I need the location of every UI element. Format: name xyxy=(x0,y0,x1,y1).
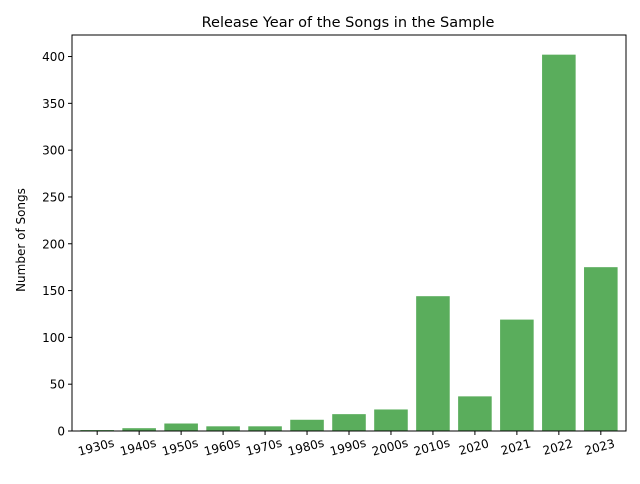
x-tick-label: 1970s xyxy=(244,436,283,459)
bar-2022 xyxy=(542,54,576,431)
bar-1980s xyxy=(290,419,324,431)
x-tick-label: 1990s xyxy=(328,436,367,459)
bar-2021 xyxy=(500,319,534,431)
x-axis-ticks: 1930s 1940s 1950s 1960s 1970s 1980s 1990s 2000s… xyxy=(77,431,616,459)
x-tick-label: 2023 xyxy=(583,436,616,457)
y-tick-label: 400 xyxy=(42,50,65,64)
y-tick-label: 0 xyxy=(57,425,65,439)
bars-layer xyxy=(80,54,618,431)
x-tick-label: 1930s xyxy=(77,436,116,459)
bar-1960s xyxy=(206,426,240,431)
x-tick-label: 1960s xyxy=(202,436,241,459)
y-tick-label: 300 xyxy=(42,144,65,158)
plot-area-frame xyxy=(71,34,627,432)
bar-1970s xyxy=(248,426,282,431)
x-tick-label: 2010s xyxy=(412,436,451,459)
y-tick-label: 200 xyxy=(42,237,65,251)
bar-2000s xyxy=(374,409,408,431)
y-tick-label: 350 xyxy=(42,97,65,111)
y-tick-label: 150 xyxy=(42,284,65,298)
bar-1950s xyxy=(164,423,198,431)
bar-1940s xyxy=(122,428,156,431)
bar-1990s xyxy=(332,414,366,431)
y-axis-label: Number of Songs xyxy=(14,188,28,292)
x-tick-label: 2000s xyxy=(370,436,409,459)
x-tick-label: 2022 xyxy=(541,436,574,457)
x-tick-label: 1940s xyxy=(119,436,158,459)
x-tick-label: 1950s xyxy=(161,436,200,459)
y-tick-label: 100 xyxy=(42,331,65,345)
x-tick-label: 2020 xyxy=(457,436,490,457)
bar-2023 xyxy=(584,267,618,431)
x-tick-label: 1980s xyxy=(286,436,325,459)
x-tick-label: 2021 xyxy=(499,436,532,457)
y-axis-ticks: 0 50 100 150 200 250 300 350 400 xyxy=(42,50,72,439)
chart-title: Release Year of the Songs in the Sample xyxy=(202,15,495,31)
bar-2020 xyxy=(458,396,492,431)
y-tick-label: 50 xyxy=(50,378,65,392)
bar-2010s xyxy=(416,296,450,431)
y-tick-label: 250 xyxy=(42,190,65,204)
